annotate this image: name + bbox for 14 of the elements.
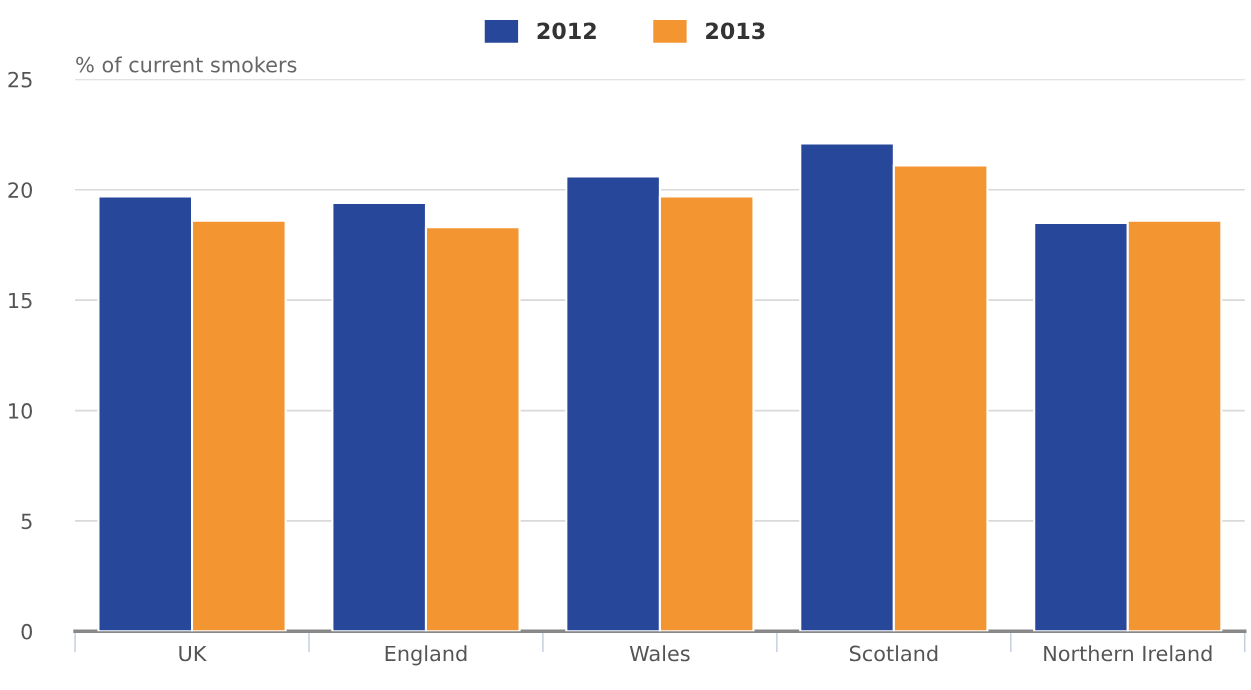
y-axis-title: % of current smokers [76, 56, 297, 73]
x-tick-label: UK [179, 645, 207, 662]
x-tick-label: Wales [629, 645, 690, 662]
x-tick-label: England [385, 645, 467, 666]
x-tick-label: Scotland [849, 645, 938, 662]
y-tick-label: 25 [8, 71, 32, 88]
x-tick-label: Northern Ireland [1044, 645, 1212, 662]
y-tick-label: 0 [21, 623, 33, 640]
y-tick-label: 10 [9, 403, 33, 419]
y-tick-label: 15 [9, 292, 32, 309]
y-tick-label: 5 [21, 513, 32, 530]
y-tick-label: 20 [8, 182, 33, 198]
legend-label: 2012 [537, 22, 596, 40]
legend-label: 2013 [706, 22, 765, 40]
